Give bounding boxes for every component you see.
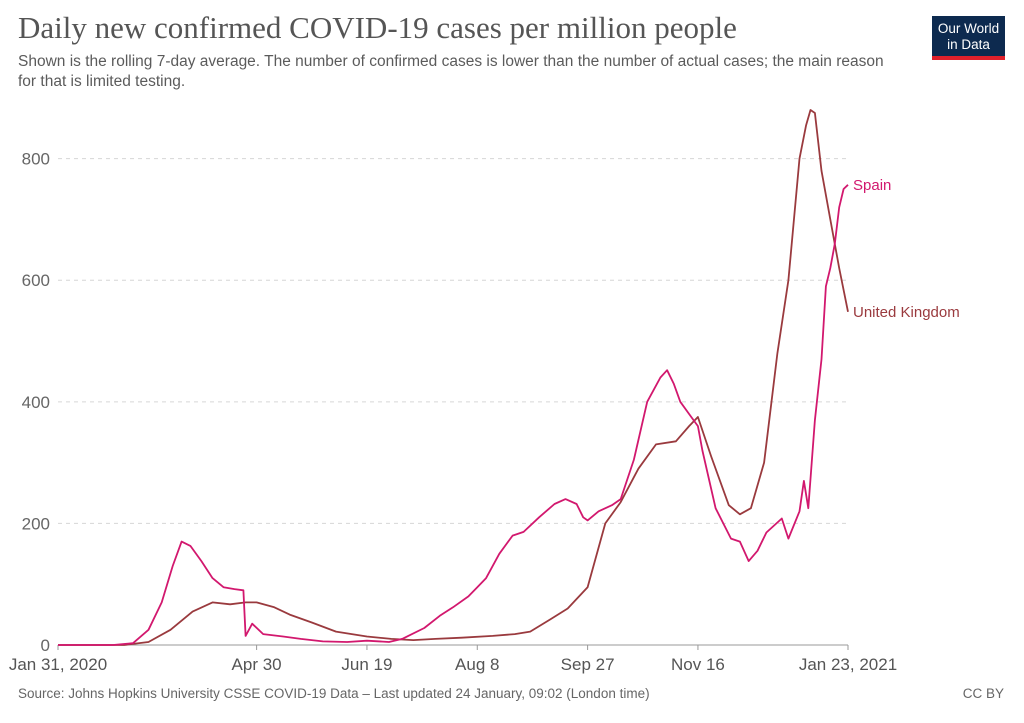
y-tick-label: 600 [22, 271, 50, 290]
series-labels: Spain United Kingdom [853, 177, 960, 321]
series-lines [58, 109, 849, 646]
logo-text-line2: in Data [947, 37, 990, 52]
series-line-spain[interactable] [58, 184, 849, 646]
y-tick-label: 800 [22, 150, 50, 169]
x-tick-label: Apr 30 [232, 655, 282, 674]
series-label-spain[interactable]: Spain [853, 177, 891, 194]
x-tick-label: Nov 16 [671, 655, 725, 674]
x-tick-label: Jan 31, 2020 [9, 655, 107, 674]
axes: 0 200 400 600 800 Jan 31, 2020 Apr 30 Jun 19 Aug… [9, 150, 897, 674]
gridlines [58, 158, 848, 524]
logo-text-line1: Our World [937, 21, 1000, 36]
y-tick-label: 0 [41, 636, 50, 655]
y-tick-label: 200 [22, 514, 50, 533]
chart-title: Daily new confirmed COVID-19 cases per m… [18, 10, 737, 45]
owid-logo[interactable]: Our World in Data [932, 16, 1005, 60]
series-line-united-kingdom[interactable] [58, 109, 849, 646]
license-link[interactable]: CC BY [962, 686, 1004, 701]
y-tick-label: 400 [22, 393, 50, 412]
chart-subtitle: Shown is the rolling 7-day average. The … [18, 53, 884, 90]
series-label-united-kingdom[interactable]: United Kingdom [853, 304, 960, 321]
source-note: Source: Johns Hopkins University CSSE CO… [18, 686, 650, 701]
x-tick-label: Aug 8 [455, 655, 499, 674]
x-tick-label: Sep 27 [561, 655, 615, 674]
x-tick-label: Jan 23, 2021 [799, 655, 897, 674]
x-tick-label: Jun 19 [341, 655, 392, 674]
